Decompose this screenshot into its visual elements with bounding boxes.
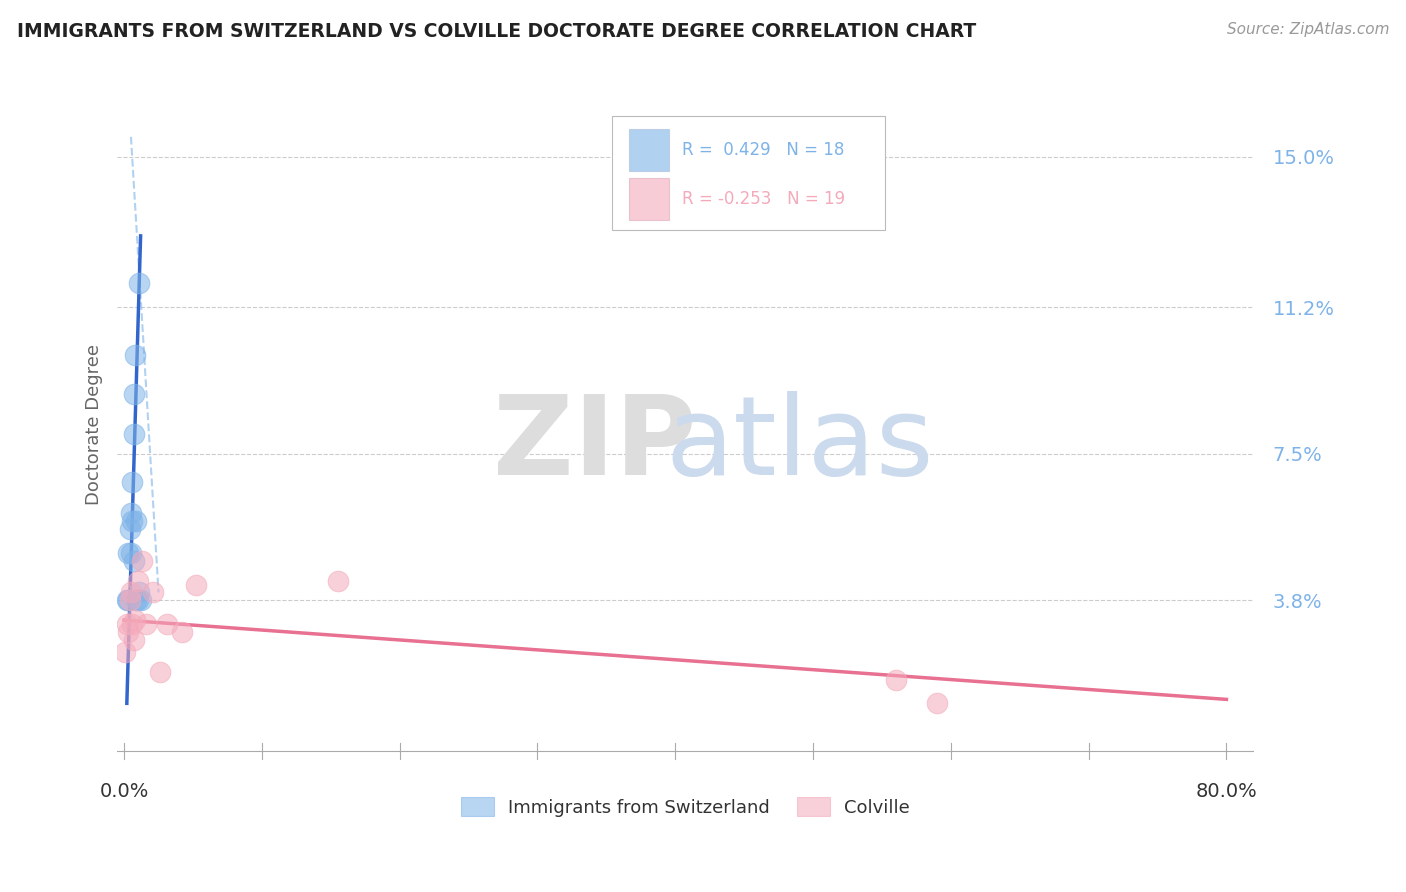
Point [925, 697, 948, 711]
Point [118, 522, 141, 536]
Point [135, 617, 157, 632]
Point [124, 613, 146, 627]
Point [131, 554, 153, 568]
Text: atlas: atlas [665, 392, 934, 499]
Point [118, 593, 141, 607]
Point [156, 617, 179, 632]
Point [120, 506, 142, 520]
Point [122, 554, 145, 568]
Point [120, 546, 142, 560]
Point [122, 632, 145, 647]
Y-axis label: Doctorate Degree: Doctorate Degree [86, 343, 103, 505]
Point [121, 475, 143, 489]
Point [115, 593, 138, 607]
Point [127, 574, 149, 588]
Text: ZIP: ZIP [494, 392, 696, 499]
Text: R =  0.429   N = 18: R = 0.429 N = 18 [682, 141, 845, 160]
Point [184, 577, 207, 591]
FancyBboxPatch shape [612, 116, 884, 230]
Point [117, 593, 139, 607]
Point [120, 585, 142, 599]
Text: Source: ZipAtlas.com: Source: ZipAtlas.com [1226, 22, 1389, 37]
Point [125, 593, 148, 607]
Point [122, 427, 145, 442]
Legend: Immigrants from Switzerland, Colville: Immigrants from Switzerland, Colville [454, 790, 917, 824]
Point [142, 585, 165, 599]
Point [129, 593, 152, 607]
Point [128, 585, 150, 599]
Point [117, 546, 139, 560]
Point [149, 665, 172, 679]
Text: IMMIGRANTS FROM SWITZERLAND VS COLVILLE DOCTORATE DEGREE CORRELATION CHART: IMMIGRANTS FROM SWITZERLAND VS COLVILLE … [17, 22, 976, 41]
Point [121, 617, 143, 632]
Point [170, 625, 193, 640]
Point [117, 625, 139, 640]
Point [884, 673, 907, 687]
Point [121, 514, 143, 528]
Point [122, 387, 145, 401]
Point [125, 514, 148, 528]
Text: R = -0.253   N = 19: R = -0.253 N = 19 [682, 190, 845, 208]
Point [114, 645, 136, 659]
Point [128, 277, 150, 291]
FancyBboxPatch shape [628, 178, 668, 219]
Point [127, 593, 149, 607]
FancyBboxPatch shape [628, 129, 668, 171]
Point [115, 617, 138, 632]
Point [124, 348, 146, 362]
Point [326, 574, 349, 588]
